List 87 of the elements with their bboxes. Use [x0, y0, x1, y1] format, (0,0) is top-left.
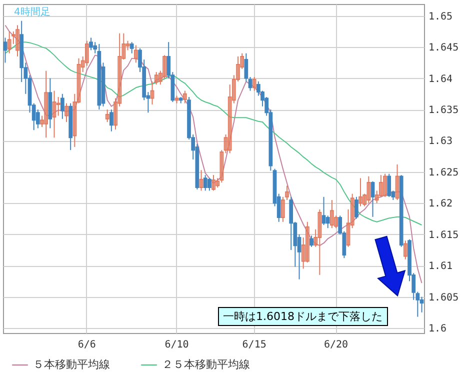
candlestick — [3, 37, 8, 64]
candlestick — [114, 98, 118, 130]
candlestick — [248, 76, 252, 92]
candlestick — [403, 240, 408, 260]
candlestick — [16, 24, 20, 57]
x-tick-label: 6/10 — [164, 340, 189, 350]
candlestick — [358, 178, 362, 207]
y-tick-label: 1.62 — [428, 198, 453, 210]
annotation: 一時は1.6018ドルまで下落した — [218, 307, 388, 326]
y-tick-label: 1.64 — [428, 74, 453, 85]
candlestick — [60, 93, 64, 120]
chart-title: 4時間足 — [14, 6, 50, 19]
candlestick — [280, 196, 285, 222]
y-tick-label: 1.63 — [428, 136, 453, 148]
candlestick — [326, 215, 330, 229]
candlestick — [334, 215, 338, 229]
candlestick — [212, 174, 216, 192]
candlestick — [362, 193, 367, 207]
candlestick — [387, 173, 392, 198]
x-tick-label: 6/6 — [78, 340, 96, 350]
candlestick — [383, 173, 387, 198]
candlestick — [182, 90, 187, 104]
candlestick — [354, 196, 358, 220]
candlestick — [150, 80, 154, 106]
candlestick — [72, 93, 77, 148]
candlestick — [122, 32, 126, 60]
candlestick — [301, 236, 306, 270]
line-series — [4, 24, 422, 284]
candlestick — [420, 296, 424, 313]
y-tick-label: 1.635 — [428, 105, 459, 116]
candlestick — [228, 84, 232, 154]
candlestick — [310, 235, 314, 248]
candlestick — [203, 174, 208, 192]
candlestick — [240, 52, 244, 70]
candlestick — [40, 115, 44, 128]
candlestick — [244, 52, 248, 82]
candlestick — [366, 176, 371, 204]
candlestick — [84, 40, 89, 66]
candlestick — [154, 72, 158, 86]
candlestick — [252, 76, 256, 92]
candlestick — [395, 164, 400, 201]
candlestick — [216, 178, 220, 188]
candlestick — [64, 102, 68, 122]
candlestick — [318, 208, 322, 276]
candlestick — [370, 180, 375, 218]
legend-label: ５本移動平均線 — [33, 358, 110, 371]
candlestick — [56, 96, 60, 116]
candlestick — [346, 208, 350, 248]
candlestick — [89, 37, 93, 51]
candlestick — [80, 56, 85, 73]
candlestick — [305, 221, 310, 263]
y-tick-label: 1.61 — [428, 261, 453, 272]
y-tick-label: 1.615 — [428, 230, 459, 241]
candlestick — [374, 190, 379, 204]
candlestick — [207, 178, 212, 192]
candlestick — [330, 200, 334, 229]
candlestick — [105, 109, 110, 122]
y-tick-label: 1.625 — [428, 167, 459, 178]
y-tick-label: 1.605 — [428, 292, 459, 304]
x-tick-label: 6/15 — [242, 340, 266, 350]
candlestick — [109, 109, 114, 132]
candlestick — [378, 174, 383, 198]
candlestick — [232, 74, 236, 104]
candlestick — [126, 40, 130, 51]
x-tick-label: 6/20 — [324, 340, 348, 350]
candlestick — [199, 170, 204, 192]
y-tick-label: 1.65 — [428, 11, 453, 22]
candlestick — [322, 196, 326, 226]
candlestick — [285, 185, 289, 201]
candlestick — [162, 54, 166, 79]
candlestick — [52, 90, 56, 138]
candlestick — [236, 56, 240, 82]
legend-label: ２５本移動平均線 — [162, 358, 250, 371]
candlestick — [118, 32, 122, 107]
candlestick — [158, 70, 162, 86]
candlestick — [7, 30, 12, 54]
candlestick — [314, 228, 318, 248]
y-tick-label: 1.6 — [428, 324, 447, 335]
candlestick — [44, 70, 48, 138]
candlestick — [220, 150, 224, 184]
candlestick — [130, 42, 134, 54]
y-tick-label: 1.645 — [428, 42, 459, 54]
candlestick — [224, 134, 228, 154]
candlestick — [76, 58, 81, 104]
candlestick — [134, 44, 138, 64]
candlestick — [11, 30, 16, 44]
candlestick — [350, 193, 354, 229]
